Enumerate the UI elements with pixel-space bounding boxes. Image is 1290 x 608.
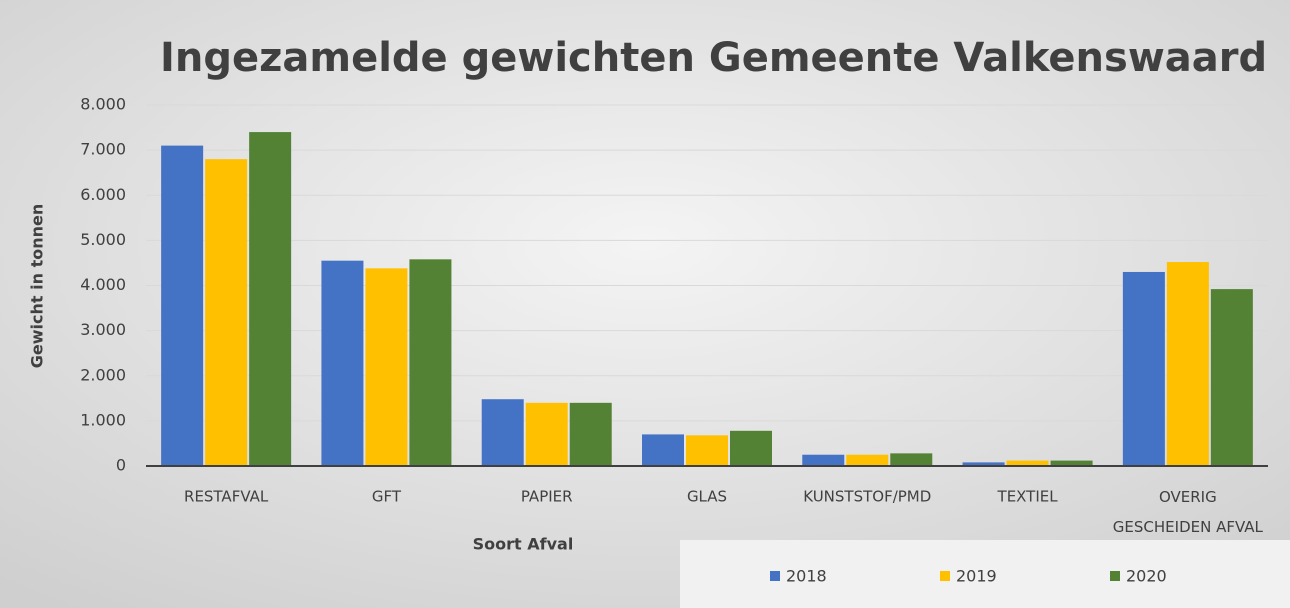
legend-swatch	[770, 571, 780, 581]
y-axis-title: Gewicht in tonnen	[28, 204, 47, 368]
legend-box	[680, 540, 1290, 608]
bar	[846, 454, 889, 466]
bar	[730, 430, 772, 466]
y-tick-label: 8.000	[80, 95, 126, 114]
legend-label: 2019	[956, 567, 997, 586]
bar	[1166, 262, 1209, 466]
x-tick-label: OVERIG GESCHEIDEN AFVAL	[1113, 488, 1264, 536]
x-tick-label: KUNSTSTOF/PMD	[803, 488, 931, 506]
y-tick-label: 1.000	[80, 410, 126, 429]
bar	[161, 145, 204, 467]
y-tick-label: 3.000	[80, 320, 126, 339]
bar	[525, 402, 568, 466]
bar	[205, 159, 248, 466]
x-axis-title: Soort Afval	[473, 535, 574, 554]
bar	[321, 260, 364, 466]
y-tick-label: 5.000	[80, 230, 126, 249]
bar	[569, 402, 612, 466]
chart-title: Ingezamelde gewichten Gemeente Valkenswa…	[160, 35, 1267, 81]
y-tick-label: 6.000	[80, 185, 126, 204]
y-tick-label: 4.000	[80, 275, 126, 294]
y-tick-label: 2.000	[80, 365, 126, 384]
bar	[1122, 271, 1165, 466]
y-tick-label: 0	[116, 456, 126, 475]
bar	[890, 453, 933, 466]
x-tick-label: GLAS	[687, 488, 727, 506]
bar	[1210, 289, 1253, 466]
bar	[962, 462, 1005, 466]
legend-label: 2020	[1126, 567, 1167, 586]
legend-swatch	[940, 571, 950, 581]
x-tick-label: PAPIER	[521, 488, 573, 506]
bar	[481, 399, 524, 466]
bar	[1006, 460, 1049, 466]
x-tick-label: RESTAFVAL	[184, 488, 269, 506]
bar	[249, 132, 292, 466]
bar	[409, 259, 452, 466]
x-tick-label: TEXTIEL	[997, 488, 1059, 506]
legend-label: 2018	[786, 567, 827, 586]
bar	[1050, 460, 1093, 466]
y-tick-label: 7.000	[80, 140, 126, 159]
bar	[802, 454, 845, 466]
bar	[365, 268, 408, 466]
x-tick-label: GFT	[372, 488, 402, 506]
bar	[686, 435, 728, 466]
legend-swatch	[1110, 571, 1120, 581]
bar	[642, 434, 684, 466]
